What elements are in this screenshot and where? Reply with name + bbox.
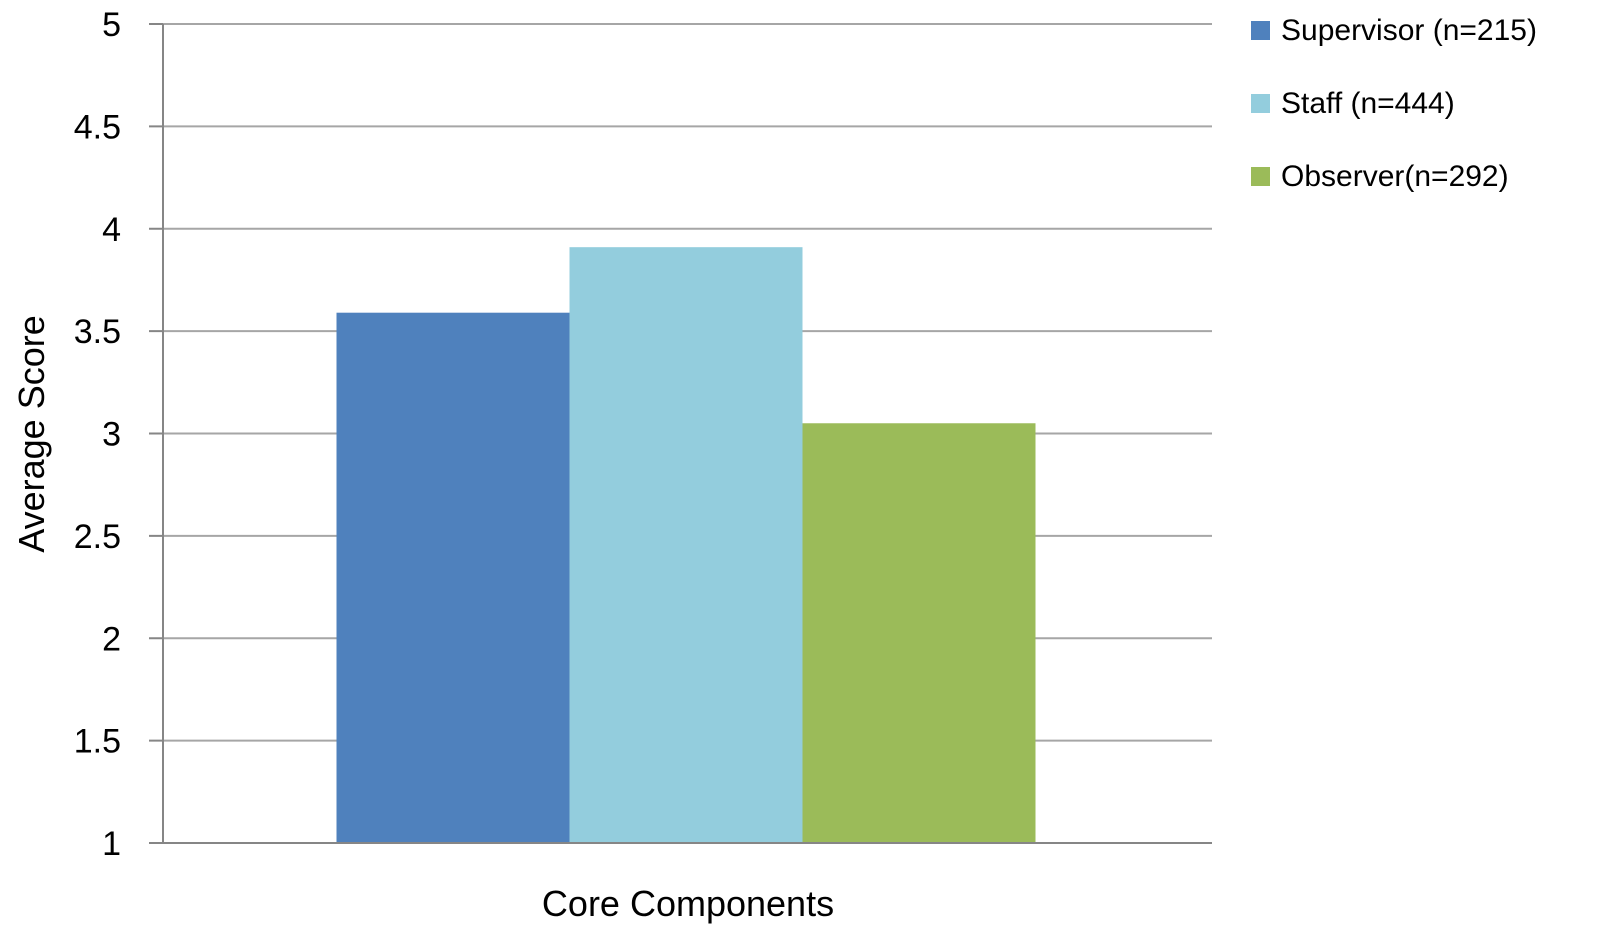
bar-supervisor-n-215 bbox=[336, 312, 570, 843]
y-tick-label: 2 bbox=[102, 620, 121, 658]
legend-label: Observer(n=292) bbox=[1281, 160, 1509, 193]
y-tick-label: 4.5 bbox=[74, 108, 121, 146]
legend: Supervisor (n=215) Staff (n=444) Observer(… bbox=[1251, 14, 1537, 193]
axes bbox=[149, 23, 1212, 844]
y-tick-label: 4 bbox=[102, 211, 121, 249]
y-tick-labels: 1 1.5 2 2.5 3 3.5 4 4.5 5 bbox=[74, 6, 121, 863]
bar-staff-n-444 bbox=[569, 247, 803, 844]
legend-swatch bbox=[1251, 167, 1270, 186]
y-tick-label: 1 bbox=[102, 825, 121, 863]
bars bbox=[336, 247, 1036, 844]
bar-observer-n-292 bbox=[802, 423, 1036, 843]
legend-swatch bbox=[1251, 94, 1270, 113]
y-tick-label: 2.5 bbox=[74, 518, 121, 556]
legend-label: Supervisor (n=215) bbox=[1281, 14, 1537, 47]
y-tick-label: 3 bbox=[102, 416, 121, 454]
legend-swatch bbox=[1251, 21, 1270, 40]
y-tick-label: 5 bbox=[102, 6, 121, 44]
x-axis-title: Core Components bbox=[542, 883, 834, 924]
y-axis-title: Average Score bbox=[11, 315, 52, 552]
legend-label: Staff (n=444) bbox=[1281, 87, 1455, 120]
y-tick-label: 3.5 bbox=[74, 313, 121, 351]
y-tick-label: 1.5 bbox=[74, 723, 121, 761]
